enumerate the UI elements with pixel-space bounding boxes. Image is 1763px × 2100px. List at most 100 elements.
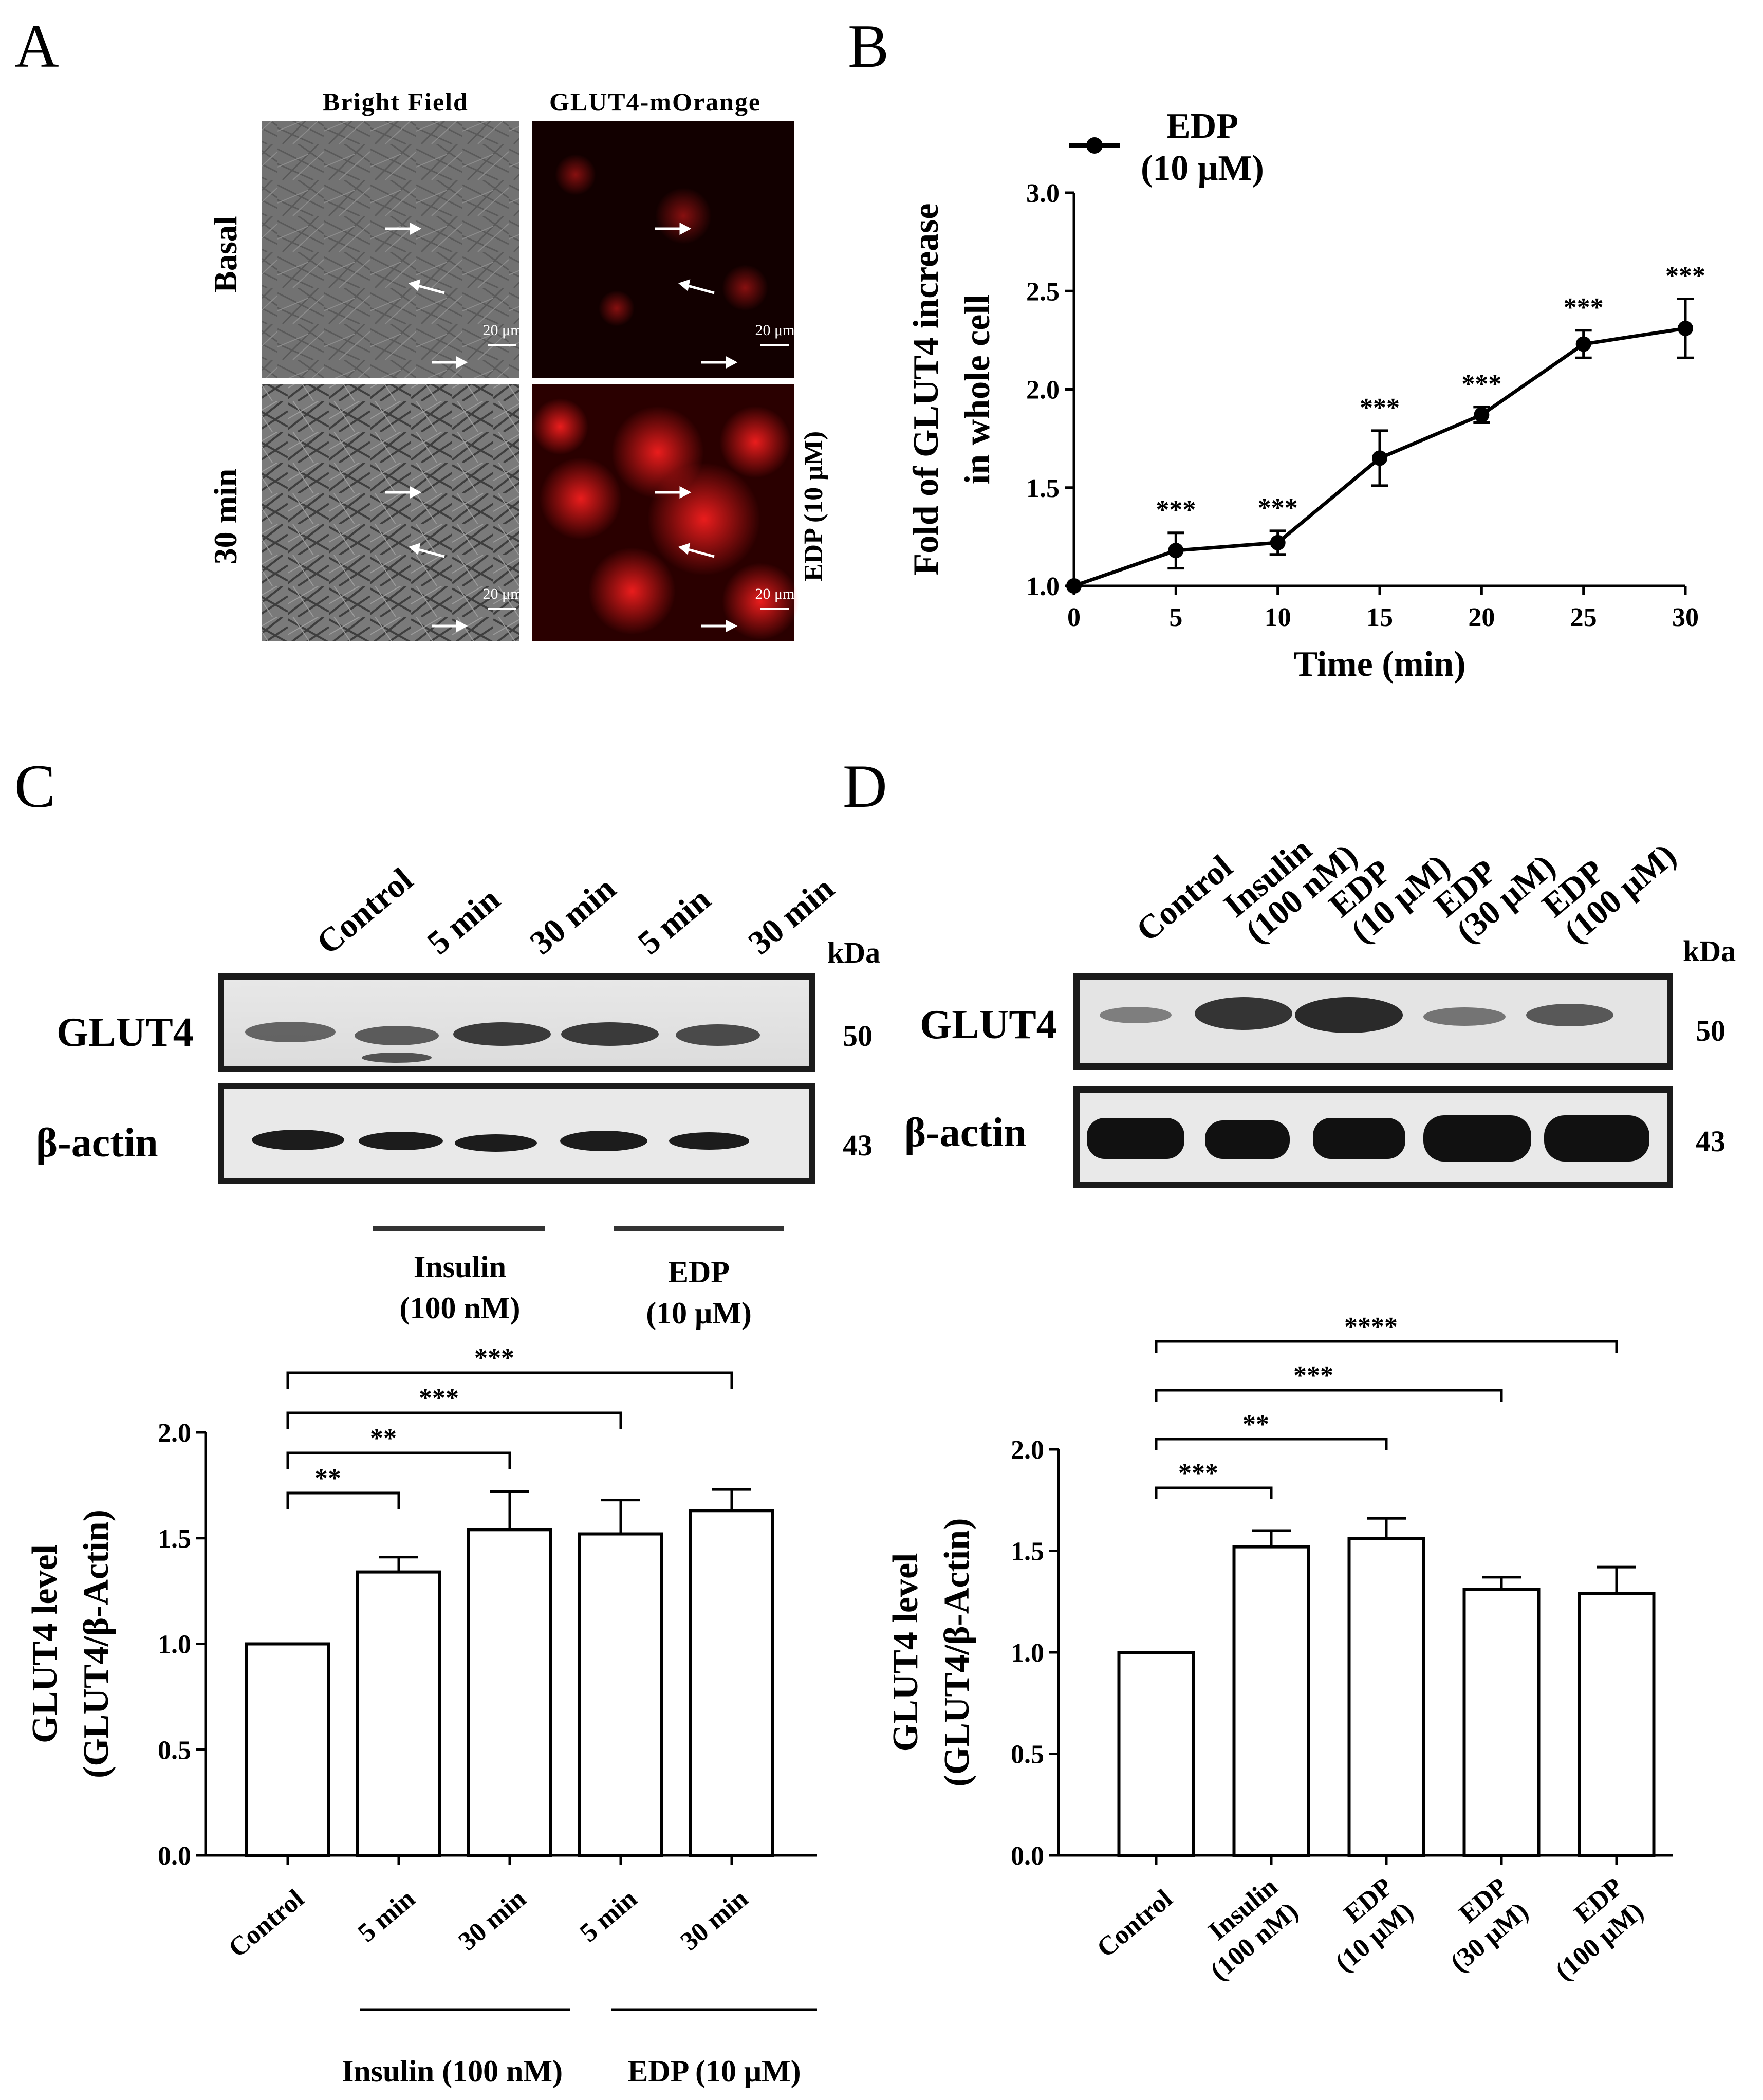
- data-point: [1168, 543, 1184, 559]
- y-tick-label: 1.5: [158, 1524, 191, 1554]
- y-tick-label: 2.0: [1026, 376, 1060, 405]
- group-dose-insulin: (100 nM): [400, 1291, 521, 1325]
- x-tick-label: EDP(10 μM): [1309, 1872, 1419, 1978]
- y-axis-label: (GLUT4/β-Actin): [77, 1509, 116, 1778]
- x-tick-label: EDP(100 μM): [1529, 1872, 1649, 1986]
- arrow-markers: [385, 222, 738, 633]
- bar: [1578, 1592, 1656, 1857]
- significance-label: ***: [1665, 262, 1705, 291]
- kda-value-43-d: 43: [1696, 1125, 1725, 1158]
- comparison-bracket: [1155, 1340, 1618, 1353]
- micrograph-basal-bright-field: [262, 121, 519, 378]
- y-tick-label: 1.5: [1026, 474, 1060, 503]
- bar: [1232, 1545, 1310, 1857]
- y-tick-label: 2.0: [1011, 1435, 1044, 1465]
- x-tick-label: 30 min: [453, 1884, 532, 1956]
- column-header-bright-field: Bright Field: [323, 87, 469, 116]
- bar: [1117, 1651, 1195, 1857]
- y-tick-label: 0.0: [158, 1841, 191, 1871]
- x-tick-label: 30: [1672, 603, 1699, 632]
- kda-value-50-d: 50: [1696, 1014, 1725, 1047]
- x-tick-label: 10: [1265, 603, 1291, 632]
- significance-label: ***: [1564, 293, 1604, 322]
- y-axis-label: GLUT4 level: [25, 1544, 65, 1743]
- y-axis-label: in whole cell: [958, 294, 997, 484]
- group-label-edp: EDP: [668, 1255, 730, 1289]
- bands-glut4-c: [245, 1022, 760, 1063]
- y-axis-label: (GLUT4/β-Actin): [937, 1518, 977, 1787]
- bands-actin-c: [252, 1130, 749, 1152]
- bar: [1347, 1537, 1425, 1857]
- lane-label: 30 min: [741, 870, 841, 962]
- x-tick-label: 20: [1468, 603, 1495, 632]
- data-point: [1270, 535, 1286, 550]
- lane-label: 5 min: [631, 880, 718, 962]
- significance-label: **: [370, 1424, 397, 1453]
- x-tick-label: 15: [1366, 603, 1393, 632]
- y-tick-label: 0.5: [158, 1736, 191, 1765]
- x-tick-label-line: Control: [1091, 1884, 1178, 1963]
- significance-label: **: [314, 1464, 341, 1493]
- x-tick-label: Control: [1091, 1884, 1178, 1963]
- y-axis-label: Fold of GLUT4 increase: [906, 204, 946, 576]
- x-tick-label: 5 min: [574, 1884, 643, 1948]
- x-tick-label: Insulin(100 nM): [1184, 1872, 1304, 1986]
- scale-bar-label: 20 μm: [755, 322, 795, 339]
- bar: [467, 1528, 552, 1857]
- significance-label: ***: [1293, 1361, 1333, 1390]
- y-tick-label: 2.5: [1026, 277, 1060, 306]
- comparison-bracket: [1155, 1438, 1388, 1450]
- significance-label: ***: [474, 1343, 514, 1373]
- side-label-edp: EDP (10 μM): [799, 431, 828, 581]
- x-tick-label: Control: [223, 1884, 310, 1963]
- significance-label: ***: [1360, 393, 1400, 422]
- band-label-actin-d: β-actin: [904, 1110, 1027, 1155]
- significance-label: ***: [1258, 493, 1298, 523]
- kda-value-50-c: 50: [843, 1019, 873, 1053]
- x-tick-label: 30 min: [675, 1884, 754, 1956]
- bottom-group-label-edp: EDP (10 μM): [627, 2054, 801, 2088]
- data-point: [1066, 578, 1082, 594]
- y-axis-label: GLUT4 level: [886, 1553, 925, 1752]
- bar: [689, 1509, 774, 1857]
- panel-label-b: B: [848, 12, 889, 80]
- x-tick-label: 5: [1169, 603, 1182, 632]
- blot-glut4-c: [218, 973, 815, 1072]
- significance-label: ***: [419, 1384, 459, 1413]
- panel-a: A Bright Field GLUT4-mOrange Basal 30 mi…: [14, 12, 828, 641]
- data-point: [1474, 407, 1490, 423]
- y-tick-label: 1.0: [158, 1630, 191, 1660]
- panel-label-a: A: [14, 12, 59, 80]
- bar: [245, 1642, 330, 1857]
- bar: [578, 1532, 663, 1857]
- fluorescence-spots-30min: [532, 398, 799, 640]
- x-tick-label: EDP(30 μM): [1424, 1872, 1534, 1978]
- lane-labels-c: Control 5 min 30 min 5 min 30 min: [310, 861, 841, 962]
- x-tick-label: 5 min: [352, 1884, 421, 1948]
- comparison-bracket: [286, 1371, 733, 1389]
- lane-label: 30 min: [523, 870, 623, 962]
- line-chart-b: 1.0 1.5 2.0 2.5 3.0 0 5 10 15 20 25 30 Time (min) Fol…: [906, 179, 1705, 684]
- bands-actin-d: [1087, 1115, 1649, 1162]
- significance-label: **: [1242, 1410, 1269, 1439]
- kda-value-43-c: 43: [843, 1129, 873, 1162]
- y-tick-label: 1.5: [1011, 1537, 1044, 1567]
- comparison-bracket: [1155, 1486, 1273, 1499]
- x-tick-label: 25: [1570, 603, 1597, 632]
- kda-label-c: kDa: [827, 936, 880, 969]
- kda-label-d: kDa: [1683, 934, 1736, 968]
- data-point: [1575, 336, 1591, 352]
- scale-bar-label: 20 μm: [483, 322, 523, 339]
- row-label-basal: Basal: [207, 216, 244, 292]
- y-tick-label: 3.0: [1026, 179, 1060, 208]
- column-header-glut4: GLUT4-mOrange: [549, 87, 761, 116]
- y-tick-label: 2.0: [158, 1419, 191, 1448]
- group-dose-edp: (10 μM): [646, 1296, 752, 1330]
- scale-bar-label: 20 μm: [483, 585, 523, 602]
- micrograph-30min-bright-field: [262, 384, 519, 641]
- y-tick-label: 1.0: [1026, 572, 1060, 601]
- bands-glut4-d: [1100, 997, 1613, 1033]
- scale-bar-label: 20 μm: [755, 585, 795, 602]
